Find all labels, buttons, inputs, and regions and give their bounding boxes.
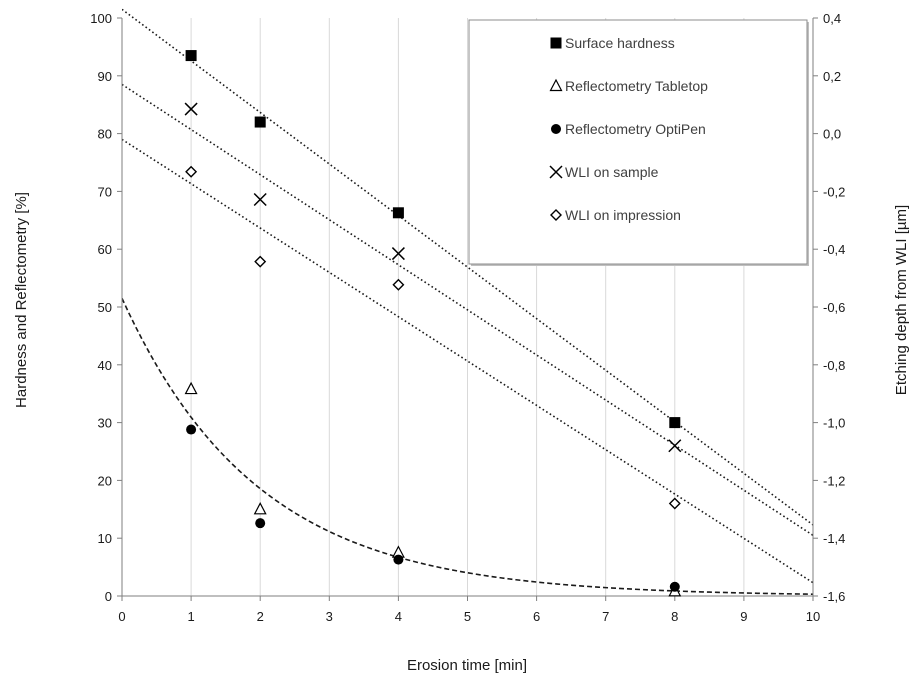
x-tick-label: 4 bbox=[395, 609, 402, 624]
x-tick-label: 3 bbox=[326, 609, 333, 624]
data-point bbox=[669, 417, 681, 429]
y2-tick-label: 0,0 bbox=[823, 127, 841, 142]
y-tick-label: 0 bbox=[105, 589, 112, 604]
data-point bbox=[186, 424, 197, 435]
legend-label: Surface hardness bbox=[565, 35, 675, 51]
legend-marker bbox=[550, 209, 562, 221]
data-marks-layer bbox=[184, 50, 682, 597]
legend: Surface hardness Reflectometry Tabletop Re… bbox=[468, 19, 809, 266]
data-point bbox=[668, 439, 682, 453]
tick-label-layer: 0 1 2 3 4 5 6 7 8 9 100102030405060708090100-1,6-1… bbox=[90, 11, 845, 624]
y2-tick-label: -0,2 bbox=[823, 184, 845, 199]
y2-tick-label: -0,4 bbox=[823, 242, 845, 257]
legend-label: Reflectometry Tabletop bbox=[565, 78, 708, 94]
y-tick-label: 80 bbox=[98, 127, 112, 142]
y2-axis-title: Etching depth from WLI [µm] bbox=[893, 205, 910, 395]
y-tick-label: 60 bbox=[98, 242, 112, 257]
data-point bbox=[253, 502, 267, 515]
y-tick-label: 40 bbox=[98, 358, 112, 373]
data-point bbox=[391, 247, 405, 261]
y-tick-label: 50 bbox=[98, 300, 112, 315]
x-axis-title: Erosion time [min] bbox=[407, 657, 527, 674]
data-point bbox=[255, 518, 266, 529]
y-tick-label: 30 bbox=[98, 416, 112, 431]
legend-box bbox=[468, 19, 808, 265]
data-point bbox=[184, 102, 198, 116]
y-tick-label: 100 bbox=[90, 11, 112, 26]
y2-tick-label: 0,2 bbox=[823, 69, 841, 84]
data-point bbox=[669, 581, 680, 592]
legend-label: Reflectometry OptiPen bbox=[565, 121, 706, 137]
y-tick-label: 90 bbox=[98, 69, 112, 84]
axes-layer bbox=[117, 17, 818, 601]
series-group bbox=[185, 50, 681, 429]
x-tick-label: 8 bbox=[671, 609, 678, 624]
data-point bbox=[668, 497, 681, 510]
legend-marker bbox=[549, 78, 563, 92]
legend-marker bbox=[551, 124, 561, 134]
series-group bbox=[185, 165, 681, 510]
axis-titles: Erosion time [min] Hardness and Reflecto… bbox=[13, 192, 910, 674]
x-tick-label: 6 bbox=[533, 609, 540, 624]
legend-marker bbox=[549, 165, 563, 179]
y-tick-label: 10 bbox=[98, 531, 112, 546]
series-group bbox=[186, 424, 680, 592]
legend-label: WLI on sample bbox=[565, 164, 659, 180]
x-tick-label: 9 bbox=[740, 609, 747, 624]
y-axis-title: Hardness and Reflectometry [%] bbox=[13, 192, 30, 408]
legend-marker bbox=[550, 37, 562, 49]
x-tick-label: 10 bbox=[806, 609, 820, 624]
series-group bbox=[184, 102, 682, 453]
legend-label: WLI on impression bbox=[565, 207, 681, 223]
y-tick-label: 70 bbox=[98, 184, 112, 199]
y-tick-label: 20 bbox=[98, 473, 112, 488]
x-tick-label: 0 bbox=[118, 609, 125, 624]
y2-tick-label: 0,4 bbox=[823, 11, 841, 26]
x-tick-label: 1 bbox=[187, 609, 194, 624]
y2-tick-label: -1,2 bbox=[823, 473, 845, 488]
x-tick-label: 7 bbox=[602, 609, 609, 624]
data-point bbox=[184, 381, 198, 395]
x-tick-label: 2 bbox=[257, 609, 264, 624]
data-point bbox=[254, 116, 266, 128]
data-point bbox=[185, 165, 198, 178]
data-point bbox=[185, 50, 197, 62]
data-point bbox=[254, 255, 267, 268]
data-point bbox=[393, 554, 404, 565]
y2-tick-label: -1,4 bbox=[823, 531, 845, 546]
y2-tick-label: -0,6 bbox=[823, 300, 845, 315]
trendline-layer bbox=[122, 8, 813, 595]
data-point bbox=[392, 207, 404, 219]
y2-tick-label: -0,8 bbox=[823, 358, 845, 373]
data-point bbox=[392, 278, 405, 291]
data-point bbox=[253, 192, 267, 207]
x-tick-label: 5 bbox=[464, 609, 471, 624]
y2-tick-label: -1,6 bbox=[823, 589, 845, 604]
linear-trendline bbox=[122, 8, 813, 526]
y2-tick-label: -1,0 bbox=[823, 416, 845, 431]
linear-trendline bbox=[122, 83, 813, 536]
